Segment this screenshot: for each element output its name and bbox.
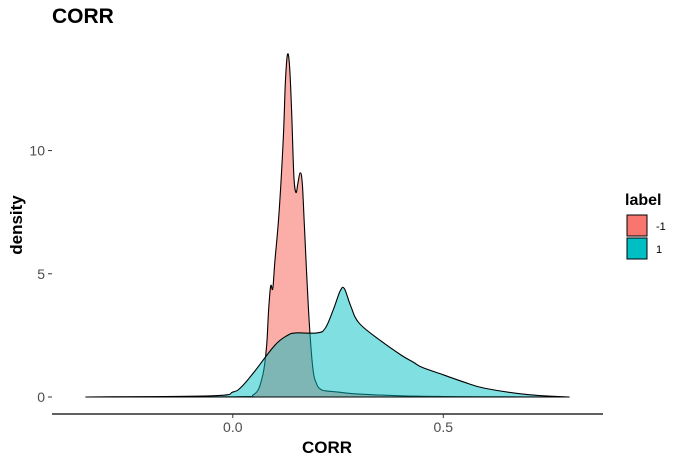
x-tick-label: 0.5 bbox=[434, 419, 454, 435]
x-axis-title: CORR bbox=[302, 438, 352, 457]
chart-title: CORR bbox=[52, 5, 114, 28]
y-axis-ticks: 0 5 10 bbox=[29, 143, 52, 405]
y-tick-label: 0 bbox=[37, 389, 45, 405]
y-tick-label: 10 bbox=[29, 143, 45, 159]
y-tick-label: 5 bbox=[37, 266, 45, 282]
legend-key-label-1 bbox=[626, 237, 648, 260]
legend-key-label-neg1 bbox=[626, 214, 648, 237]
x-tick-label: 0.0 bbox=[223, 419, 243, 435]
y-axis-title: density bbox=[7, 195, 26, 255]
x-axis-ticks: 0.0 0.5 bbox=[223, 414, 453, 435]
legend-label-label-neg1: -1 bbox=[656, 221, 666, 233]
legend-label-label-1: 1 bbox=[656, 244, 662, 256]
legend-title: label bbox=[625, 192, 661, 209]
density-areas bbox=[85, 53, 570, 398]
legend: label -1 1 bbox=[625, 192, 666, 260]
density-area-label-1 bbox=[85, 286, 570, 398]
